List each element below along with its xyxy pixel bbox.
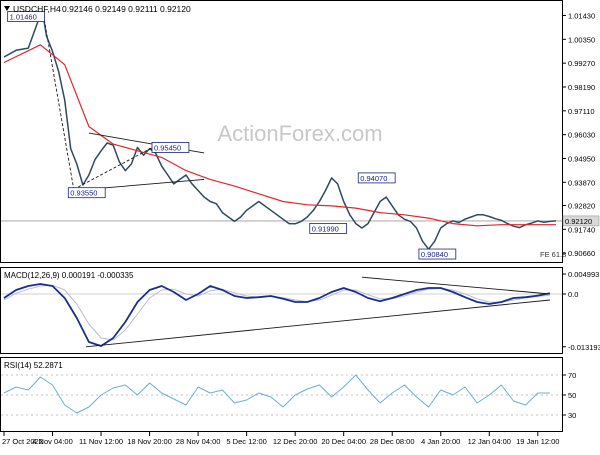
- price-y-tick-label: 0.97110: [568, 107, 595, 116]
- macd-y-tick-label: 0.004993: [568, 270, 599, 279]
- price-annotation-label: 0.95450: [154, 143, 181, 152]
- rsi-line: [3, 374, 550, 414]
- x-tick-label: 27 Oct 2022: [2, 437, 43, 446]
- x-tick-label: 12 Dec 20:00: [273, 437, 318, 446]
- price-panel-frame: [0, 0, 563, 263]
- price-annotation-box: [357, 172, 396, 184]
- axis-ticks: 1.01430 1.00350 0.99270 0.98190 0.97110 0.960…: [1, 11, 600, 446]
- price-y-tick-label: 1.00350: [568, 35, 595, 44]
- price-y-tick-label: 0.93870: [568, 178, 595, 187]
- price-y-tick-label: 0.99270: [568, 59, 595, 68]
- x-tick-label: 28 Dec 08:00: [370, 437, 415, 446]
- price-annotation-label: 0.93550: [70, 189, 97, 198]
- x-tick-label: 12 Jan 04:00: [468, 437, 511, 446]
- price-annotation-label: 0.90840: [421, 250, 448, 259]
- macd-trendline: [361, 276, 550, 295]
- price-y-tick-label: 0.90660: [568, 249, 595, 258]
- ohlc-values: 0.92146 0.92149 0.92111 0.92120: [62, 4, 191, 14]
- macd-line: [3, 283, 551, 347]
- current-price-box: [562, 215, 600, 227]
- price-y-tick-label: 0.98190: [568, 83, 595, 92]
- price-annotation-label: 0.94070: [360, 174, 387, 183]
- price-y-tick-label: 1.01430: [568, 11, 595, 20]
- watermark: ActionForex.com: [217, 121, 382, 146]
- price-y-tick-label: 0.96030: [568, 131, 595, 140]
- macd-y-tick-label: 0.0: [568, 290, 578, 299]
- rsi-y-tick-label: 50: [568, 391, 576, 400]
- x-tick-label: 4 Nov 04:00: [32, 437, 72, 446]
- price-annotation-box: [151, 142, 190, 153]
- price-annotation-box: [67, 187, 106, 199]
- macd-trendline: [85, 299, 550, 348]
- dropdown-triangle-icon: [4, 6, 10, 11]
- x-tick-label: 20 Dec 04:00: [321, 437, 366, 446]
- rsi-series: [3, 374, 550, 414]
- price-line: [3, 14, 557, 250]
- fib-extension-label: FE 61.8: [540, 250, 566, 259]
- rsi-title: RSI(14) 52.2871: [4, 361, 63, 370]
- macd-title: MACD(12,26,9) 0.000191 -0.000335: [4, 271, 134, 280]
- price-y-tick-label: 0.91740: [568, 225, 595, 234]
- price-y-tick-label: 0.94950: [568, 154, 595, 163]
- macd-panel-frame: [0, 267, 563, 354]
- price-annotation-box: [7, 11, 45, 22]
- current-price-label: 0.92120: [565, 217, 592, 226]
- macd-series: [3, 276, 551, 348]
- x-tick-label: 5 Dec 12:00: [226, 437, 266, 446]
- price-y-tick-label: 0.92820: [568, 201, 595, 210]
- x-tick-label: 28 Nov 04:00: [176, 437, 221, 446]
- x-tick-label: 4 Jan 20:00: [421, 437, 460, 446]
- price-annotation-label: 1.01460: [10, 13, 37, 22]
- price-annotations: 1.01460 0.95450 0.93550 0.94070 0.91990 0.908…: [7, 11, 457, 260]
- rsi-y-tick-label: 30: [568, 411, 576, 420]
- price-annotation-label: 0.91990: [312, 224, 339, 233]
- macd-y-tick-label: -0.013193: [568, 343, 600, 352]
- symbol-label: USDCHF,H4: [13, 4, 61, 14]
- price-trendline: [42, 14, 75, 190]
- moving-average-line: [3, 44, 556, 227]
- x-tick-label: 11 Nov 12:00: [79, 437, 123, 446]
- price-trendline: [73, 147, 153, 190]
- x-tick-label: 18 Nov 20:00: [127, 437, 172, 446]
- rsi-y-tick-label: 70: [568, 371, 576, 380]
- price-annotation-box: [309, 223, 348, 234]
- price-annotation-box: [418, 248, 457, 260]
- x-tick-label: 19 Jan 12:00: [516, 437, 559, 446]
- macd-signal-line: [3, 284, 550, 341]
